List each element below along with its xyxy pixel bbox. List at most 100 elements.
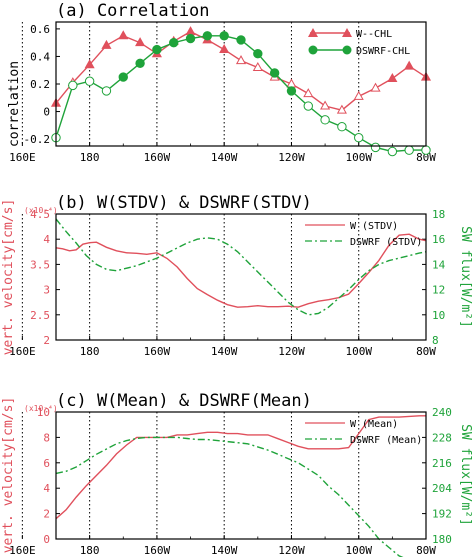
panel-a-x-ticks: 160E 180 160W 140W 120W 100W 80W	[9, 142, 436, 164]
y-tick-label-2: 2	[43, 334, 50, 347]
data-point-dswrf-chl	[253, 48, 263, 59]
panel-a-y-ticks: -0.2 0 0.2 0.4 0.6	[24, 23, 60, 146]
legend-marker-dswrf-chl-left	[308, 45, 318, 55]
panel-c-x-ticks: 160E 180 160W 140W 120W 100W 80W	[9, 535, 436, 557]
data-point-dswrf-chl	[303, 101, 313, 111]
legend-label-w-stdv: W (STDV)	[350, 221, 398, 232]
panel-c-ylabel2: SW flux[W/m²]	[458, 424, 473, 526]
panel-b-y2-ticks: 8 10 12 14 16 18	[422, 208, 446, 347]
panel-c-grid	[21, 412, 360, 539]
x-tick-label-120W: 120W	[278, 151, 305, 164]
x-tick-label-100W: 100W	[345, 151, 372, 164]
data-point-w-chl	[370, 82, 381, 92]
data-point-w-chl	[353, 90, 364, 100]
data-point-dswrf-chl	[421, 145, 431, 155]
panel-b-x-ticks: 160E 180 160W 140W 120W 100W 80W	[9, 336, 436, 358]
y-tick-label-4: 4	[43, 482, 50, 495]
x-tick-label-160E: 160E	[9, 151, 36, 164]
y-tick-label-2.5: 2.5	[30, 309, 50, 322]
data-point-w-chl	[135, 37, 146, 47]
data-point-w-chl	[387, 72, 398, 82]
panel-b-frame	[55, 213, 427, 341]
y-tick-label--0.2: -0.2	[24, 133, 51, 146]
series-line-dswrf-mean-	[55, 436, 404, 557]
data-point-dswrf-chl	[404, 145, 414, 155]
panel-a-legend: W--CHL DSWRF-CHL	[308, 28, 410, 57]
panel-c-ylabel: vert. velocity[cm/s]	[1, 397, 16, 554]
y2-tick-label-204: 204	[432, 482, 452, 495]
data-point-w-chl	[185, 26, 196, 36]
panel-b-grid	[21, 214, 360, 340]
y2-tick-label-16: 16	[432, 233, 445, 246]
panel-c-y-multiplier: (x10⁻⁴)	[24, 404, 58, 413]
x-tick-label-80W: 80W	[416, 345, 436, 358]
x-tick-label-180: 180	[80, 544, 100, 557]
y-tick-label-2: 2	[43, 508, 50, 521]
y-tick-label-4: 4	[43, 233, 50, 246]
x-tick-label-120W: 120W	[278, 345, 305, 358]
x-tick-label-180: 180	[80, 345, 100, 358]
data-point-dswrf-chl	[118, 72, 128, 82]
data-point-w-chl	[320, 100, 331, 110]
panel-a-title: (a) Correlation	[56, 1, 210, 21]
panel-b-title: (b) W(STDV) & DSWRF(STDV)	[56, 193, 312, 213]
x-tick-label-120W: 120W	[278, 544, 305, 557]
data-point-dswrf-chl	[152, 44, 162, 55]
x-tick-label-100W: 100W	[345, 345, 372, 358]
x-tick-label-160W: 160W	[144, 544, 171, 557]
legend-marker-w-chl-left	[308, 28, 318, 37]
data-point-dswrf-chl	[68, 80, 78, 91]
series-line-w-mean-	[55, 415, 426, 520]
panel-c-series	[55, 415, 426, 557]
x-tick-label-140W: 140W	[211, 345, 238, 358]
x-tick-label-140W: 140W	[211, 544, 238, 557]
data-point-dswrf-chl	[337, 122, 347, 132]
data-point-w-chl	[84, 59, 95, 69]
data-point-w-chl	[303, 88, 314, 98]
y2-tick-label-192: 192	[432, 508, 452, 521]
data-point-dswrf-chl	[269, 68, 280, 78]
x-tick-label-160W: 160W	[144, 345, 171, 358]
panel-b: (b) W(STDV) & DSWRF(STDV) (x10⁻⁴) vert. …	[1, 193, 473, 358]
data-point-dswrf-chl	[219, 31, 229, 41]
panel-a: (a) Correlation correlation -0.2 0 0.2 0.4 0…	[7, 1, 436, 164]
data-point-dswrf-chl	[101, 86, 112, 96]
data-point-dswrf-chl	[236, 35, 246, 45]
y-tick-label-0.4: 0.4	[30, 50, 50, 63]
x-tick-label-80W: 80W	[416, 151, 436, 164]
x-tick-label-160W: 160W	[144, 151, 171, 164]
y2-tick-label-10: 10	[432, 309, 445, 322]
panel-c-legend: W (Mean) DSWRF (Mean)	[305, 419, 422, 446]
data-point-w-chl	[336, 104, 347, 114]
panel-c-title: (c) W(Mean) & DSWRF(Mean)	[56, 391, 312, 411]
y2-tick-label-228: 228	[432, 431, 452, 444]
panel-b-legend: W (STDV) DSWRF (STDV)	[305, 221, 422, 248]
y2-tick-label-18: 18	[432, 208, 445, 221]
y2-tick-label-8: 8	[432, 334, 439, 347]
y-tick-label-6: 6	[43, 457, 50, 470]
panel-b-series	[55, 218, 427, 316]
data-point-dswrf-chl	[84, 76, 95, 86]
y-tick-label-4.5: 4.5	[30, 208, 50, 221]
panel-b-y-multiplier: (x10⁻⁴)	[24, 206, 58, 215]
data-point-w-chl	[235, 55, 247, 65]
data-point-dswrf-chl	[185, 33, 196, 44]
y-tick-label-10: 10	[37, 406, 50, 419]
x-tick-label-160E: 160E	[9, 345, 36, 358]
x-tick-label-160E: 160E	[9, 544, 36, 557]
data-point-dswrf-chl	[135, 58, 145, 69]
legend-label-dswrf-mean: DSWRF (Mean)	[350, 435, 422, 446]
legend-label-dswrf-chl: DSWRF-CHL	[356, 46, 410, 57]
panel-c: (c) W(Mean) & DSWRF(Mean) (x10⁻⁴) vert. …	[1, 391, 473, 557]
y-tick-label-0: 0	[43, 533, 50, 546]
legend-marker-w-chl-right	[342, 28, 352, 37]
y-tick-label-3: 3	[43, 284, 50, 297]
panel-b-ylabel2: SW flux[W/m²]	[458, 226, 473, 328]
y2-tick-label-14: 14	[432, 258, 446, 271]
panel-c-y2-ticks: 180 192 204 216 228 240	[422, 406, 452, 546]
y2-tick-label-180: 180	[432, 533, 452, 546]
data-point-w-chl	[118, 30, 129, 40]
series-line-dswrf-stdv-	[55, 218, 427, 316]
y-tick-label-0.2: 0.2	[30, 78, 50, 91]
